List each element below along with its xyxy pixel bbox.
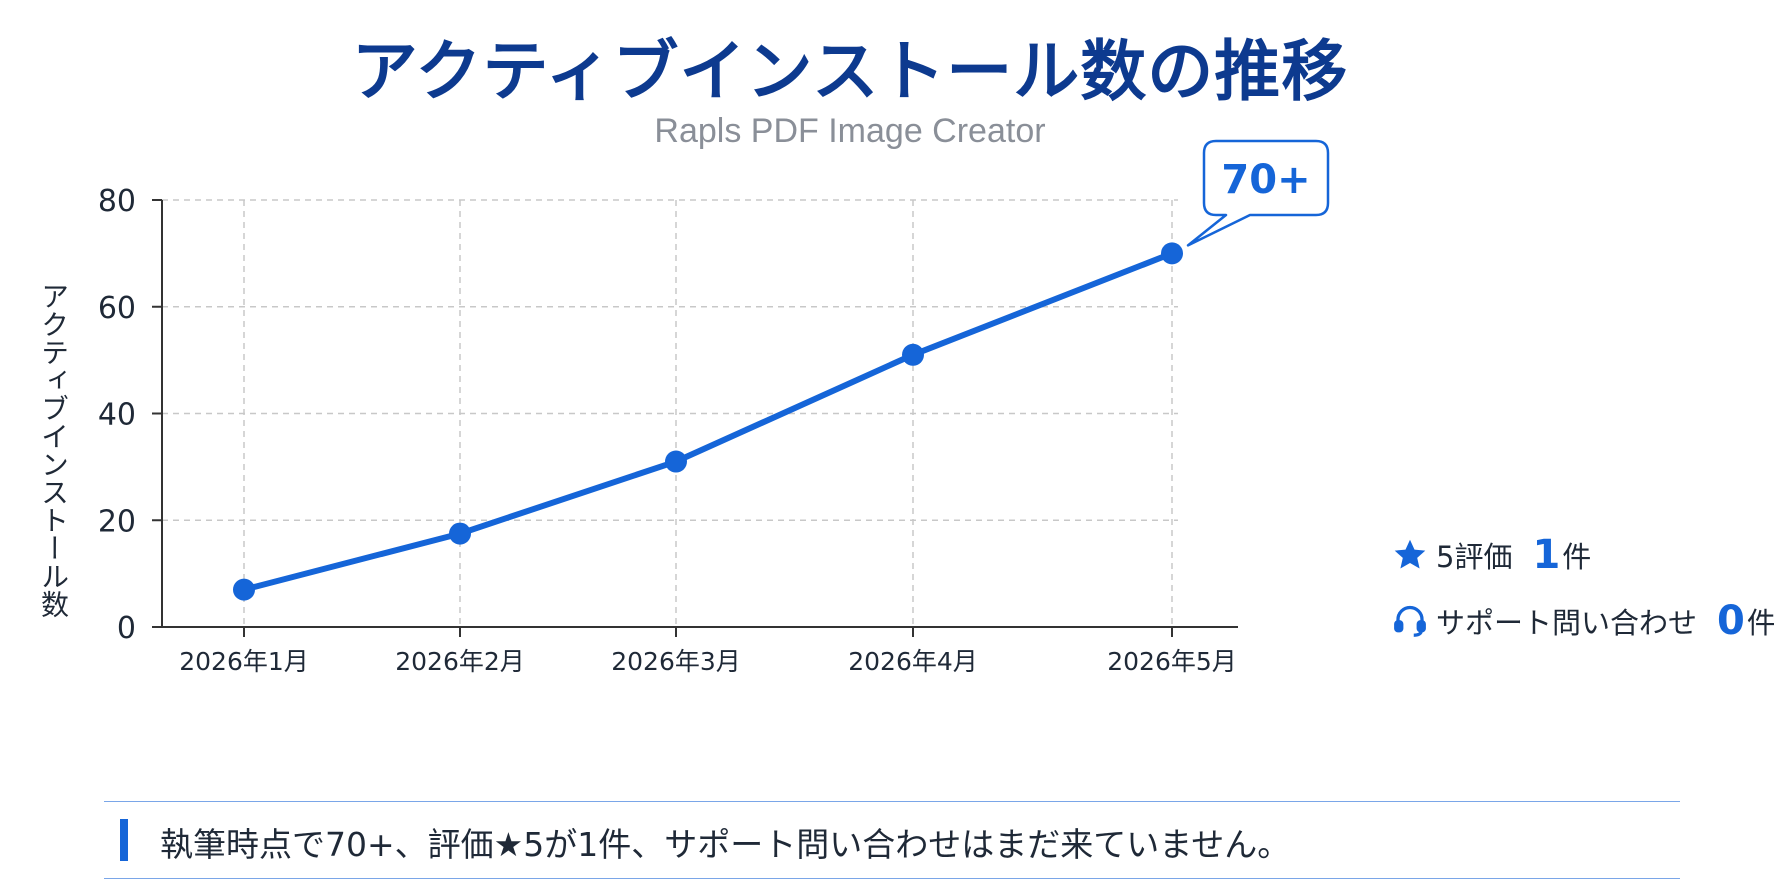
x-tick-label: 2026年4月 xyxy=(848,647,978,676)
y-tick-label: 60 xyxy=(98,291,136,326)
star-icon xyxy=(1392,537,1428,573)
rating-unit: 件 xyxy=(1562,540,1592,574)
y-tick-label: 0 xyxy=(117,611,136,646)
summary-footer: 執筆時点で70+、評価★5が1件、サポート問い合わせはまだ来ていません。 xyxy=(104,801,1680,879)
series-line xyxy=(241,250,1175,593)
data-point xyxy=(233,578,255,601)
callout-bubble xyxy=(1186,139,1330,247)
footer-text: 執筆時点で70+、評価★5が1件、サポート問い合わせはまだ来ていません。 xyxy=(160,825,1291,864)
grid-lines xyxy=(162,199,1178,627)
headset-icon xyxy=(1392,603,1428,639)
callout-label: 70+ xyxy=(1221,157,1310,203)
chart-title: アクティブインストール数の推移 xyxy=(351,33,1349,110)
y-tick-label: 20 xyxy=(98,504,136,539)
data-points xyxy=(233,242,1183,601)
support-unit: 件 xyxy=(1746,606,1774,640)
y-tick-label: 80 xyxy=(98,184,136,219)
data-point xyxy=(665,450,687,473)
data-point xyxy=(902,343,924,366)
support-label: サポート問い合わせ xyxy=(1436,606,1698,640)
rating-stat: 5評価 1 件 xyxy=(1392,532,1591,578)
x-tick-label: 2026年5月 xyxy=(1107,647,1237,676)
x-tick-labels: 2026年1月 2026年2月 2026年3月 2026年4月 2026年5月 xyxy=(179,647,1237,676)
axes xyxy=(152,199,1238,637)
data-point xyxy=(449,522,471,545)
series-line xyxy=(241,250,1175,593)
x-tick-label: 2026年2月 xyxy=(395,647,525,676)
callout: 70+ xyxy=(1186,139,1330,247)
x-tick-label: 2026年1月 xyxy=(179,647,309,676)
y-tick-labels: 0 20 40 60 80 xyxy=(98,184,136,646)
rating-value: 1 xyxy=(1532,532,1561,578)
chart-subtitle: Rapls PDF Image Creator xyxy=(654,112,1046,150)
support-stat: サポート問い合わせ 0 件 xyxy=(1392,598,1774,644)
data-point xyxy=(1161,242,1183,265)
y-axis-label: アクティブインストール数 xyxy=(37,282,70,618)
rating-label: 5評価 xyxy=(1436,540,1513,574)
x-tick-label: 2026年3月 xyxy=(611,647,741,676)
footer-accent-bar xyxy=(120,819,128,861)
support-value: 0 xyxy=(1717,598,1745,644)
y-tick-label: 40 xyxy=(98,398,136,433)
